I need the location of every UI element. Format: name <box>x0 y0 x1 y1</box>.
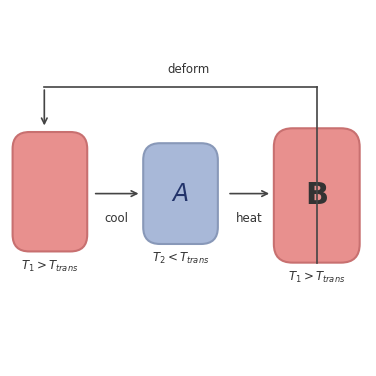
Text: $T_1 > T_{trans}$: $T_1 > T_{trans}$ <box>21 259 79 274</box>
Text: deform: deform <box>167 63 209 76</box>
Text: B: B <box>305 181 328 210</box>
FancyBboxPatch shape <box>143 143 218 244</box>
FancyBboxPatch shape <box>274 128 360 263</box>
Text: heat: heat <box>236 212 263 225</box>
Text: cool: cool <box>105 212 128 225</box>
FancyBboxPatch shape <box>12 132 87 252</box>
Text: $T_1 > T_{trans}$: $T_1 > T_{trans}$ <box>288 270 346 285</box>
Text: $T_2 < T_{trans}$: $T_2 < T_{trans}$ <box>152 252 209 267</box>
Text: A: A <box>173 182 189 206</box>
